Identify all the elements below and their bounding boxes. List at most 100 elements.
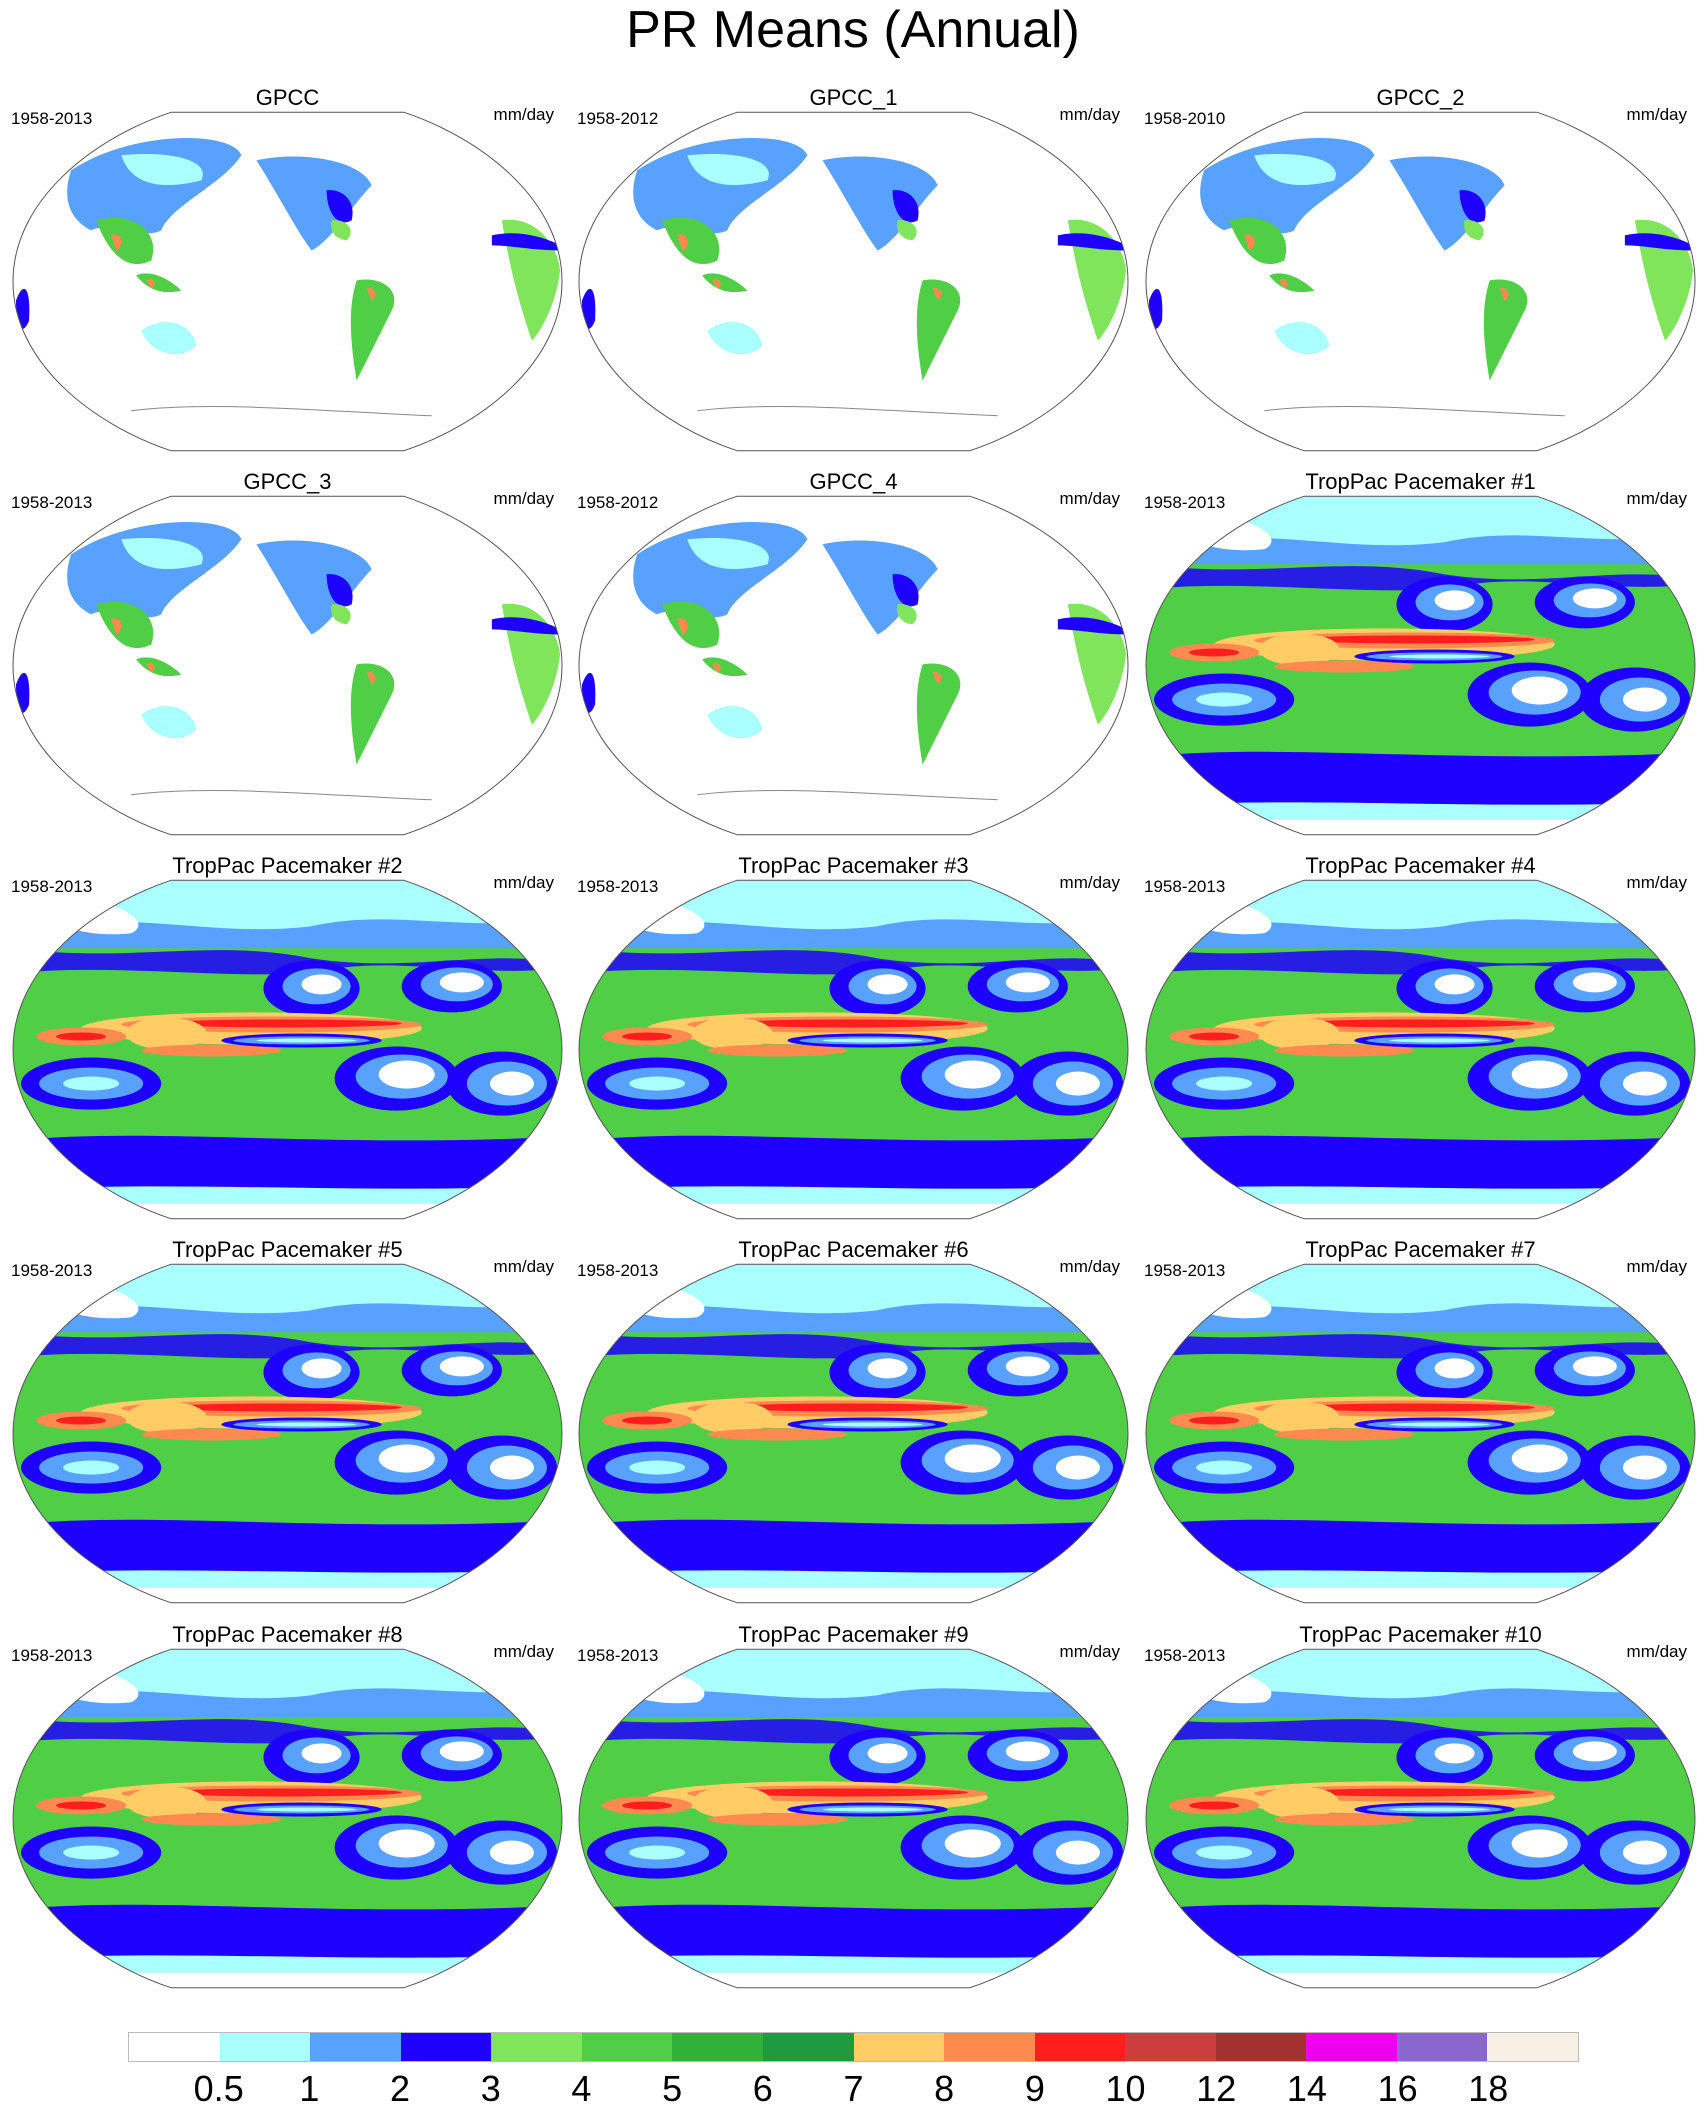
colorbar-tick-label: 12 — [1196, 2068, 1237, 2109]
precip-map — [12, 495, 563, 836]
panel-units: mm/day — [1626, 489, 1687, 508]
colorbar-tick-label: 10 — [1105, 2068, 1146, 2109]
precip-map — [1145, 879, 1696, 1220]
panel-units: mm/day — [1626, 873, 1687, 892]
colorbar-tick-label: 8 — [934, 2068, 955, 2109]
panel-title: TropPac Pacemaker #9 — [738, 1622, 969, 1647]
map-panel: TropPac Pacemaker #2 1958-2013 mm/day — [11, 853, 564, 1243]
panel-units: mm/day — [493, 105, 554, 124]
colorbar-tick-label: 1 — [299, 2068, 320, 2109]
panel-title: TropPac Pacemaker #3 — [738, 853, 969, 878]
panel-units: mm/day — [493, 1642, 554, 1661]
panel-period: 1958-2013 — [11, 109, 93, 128]
colorbar-box — [491, 2033, 582, 2061]
precip-map — [1145, 495, 1696, 836]
map-panel: TropPac Pacemaker #6 1958-2013 mm/day — [577, 1237, 1130, 1627]
colorbar-tick-label: 18 — [1468, 2068, 1509, 2109]
panel-title: TropPac Pacemaker #5 — [172, 1237, 403, 1262]
panel-period: 1958-2013 — [1144, 1646, 1226, 1665]
colorbar-box — [219, 2033, 311, 2061]
colorbar-box — [1396, 2033, 1488, 2061]
panel-title: TropPac Pacemaker #2 — [172, 853, 403, 878]
map-border — [12, 879, 563, 1220]
panel-title: TropPac Pacemaker #4 — [1305, 853, 1536, 878]
colorbar-box — [581, 2033, 673, 2061]
panel-title: TropPac Pacemaker #6 — [738, 1237, 969, 1262]
colorbar-box — [310, 2033, 401, 2061]
map-border — [12, 111, 563, 452]
precip-map — [578, 1648, 1129, 1989]
landmass — [1200, 138, 1375, 234]
panel-title: TropPac Pacemaker #1 — [1305, 469, 1536, 494]
map-panel: GPCC 1958-2013 mm/day — [11, 85, 564, 475]
panel-period: 1958-2013 — [11, 877, 93, 896]
panel-period: 1958-2013 — [1144, 493, 1226, 512]
colorbar-box — [1125, 2033, 1216, 2061]
panel-title: GPCC_2 — [1376, 85, 1465, 110]
panel-units: mm/day — [1059, 489, 1120, 508]
map-panel: TropPac Pacemaker #8 1958-2013 mm/day — [11, 1622, 564, 2012]
panel-period: 1958-2013 — [11, 1646, 93, 1665]
panel-title: TropPac Pacemaker #10 — [1299, 1622, 1542, 1647]
precip-map — [12, 879, 563, 1220]
colorbar-box — [672, 2033, 763, 2061]
colorbar-tick-label: 2 — [390, 2068, 411, 2109]
map-border — [578, 111, 1129, 452]
precip-map — [12, 1263, 563, 1604]
panel-units: mm/day — [493, 873, 554, 892]
panel-period: 1958-2013 — [577, 1646, 659, 1665]
map-border — [578, 879, 1129, 1220]
colorbar-box — [1306, 2033, 1397, 2061]
map-border — [578, 1648, 1129, 1989]
panel-period: 1958-2013 — [11, 493, 93, 512]
map-panel: TropPac Pacemaker #4 1958-2013 mm/day — [1144, 853, 1697, 1243]
panel-period: 1958-2013 — [577, 1261, 659, 1280]
map-border — [12, 1648, 563, 1989]
panel-units: mm/day — [493, 489, 554, 508]
colorbar-tick-label: 0.5 — [193, 2068, 244, 2109]
map-border — [1145, 495, 1696, 836]
precip-map — [578, 495, 1129, 836]
colorbar-box — [1487, 2033, 1578, 2061]
panel-units: mm/day — [1626, 1642, 1687, 1661]
figure-title: PR Means (Annual) — [626, 1, 1080, 59]
landmass — [633, 138, 808, 234]
map-panel: TropPac Pacemaker #3 1958-2013 mm/day — [577, 853, 1130, 1243]
map-border — [1145, 111, 1696, 452]
colorbar-box — [129, 2033, 220, 2061]
panel-title: TropPac Pacemaker #8 — [172, 1622, 403, 1647]
panel-period: 1958-2010 — [1144, 109, 1226, 128]
map-panel: TropPac Pacemaker #5 1958-2013 mm/day — [11, 1237, 564, 1627]
map-panel: GPCC_1 1958-2012 mm/day — [577, 85, 1130, 475]
colorbar-tick-label: 16 — [1377, 2068, 1418, 2109]
map-border — [1145, 1648, 1696, 1989]
colorbar-box — [1034, 2033, 1126, 2061]
panel-units: mm/day — [1626, 105, 1687, 124]
landmass — [633, 522, 808, 618]
map-border — [578, 495, 1129, 836]
precip-map — [578, 1263, 1129, 1604]
panel-period: 1958-2013 — [1144, 877, 1226, 896]
panel-period: 1958-2013 — [1144, 1261, 1226, 1280]
precip-map — [1145, 1263, 1696, 1604]
panel-title: TropPac Pacemaker #7 — [1305, 1237, 1536, 1262]
panel-title: GPCC_4 — [809, 469, 898, 494]
map-panel: TropPac Pacemaker #10 1958-2013 mm/day — [1144, 1622, 1697, 2012]
panel-period: 1958-2013 — [11, 1261, 93, 1280]
colorbar-tick-label: 14 — [1286, 2068, 1327, 2109]
panel-title: GPCC_3 — [243, 469, 332, 494]
colorbar-box — [762, 2033, 854, 2061]
colorbar-tick-label: 9 — [1024, 2068, 1045, 2109]
precip-map — [578, 111, 1129, 452]
precip-map — [1145, 111, 1696, 452]
colorbar-tick-label: 6 — [752, 2068, 773, 2109]
map-panel: GPCC_3 1958-2013 mm/day — [11, 469, 564, 859]
map-border — [1145, 879, 1696, 1220]
colorbar-tick-label: 4 — [571, 2068, 592, 2109]
panel-title: GPCC_1 — [809, 85, 898, 110]
colorbar-box — [400, 2033, 492, 2061]
colorbar-box — [944, 2033, 1035, 2061]
colorbar-box — [1215, 2033, 1307, 2061]
map-panel: TropPac Pacemaker #9 1958-2013 mm/day — [577, 1622, 1130, 2012]
map-panel: GPCC_2 1958-2010 mm/day — [1144, 85, 1697, 475]
